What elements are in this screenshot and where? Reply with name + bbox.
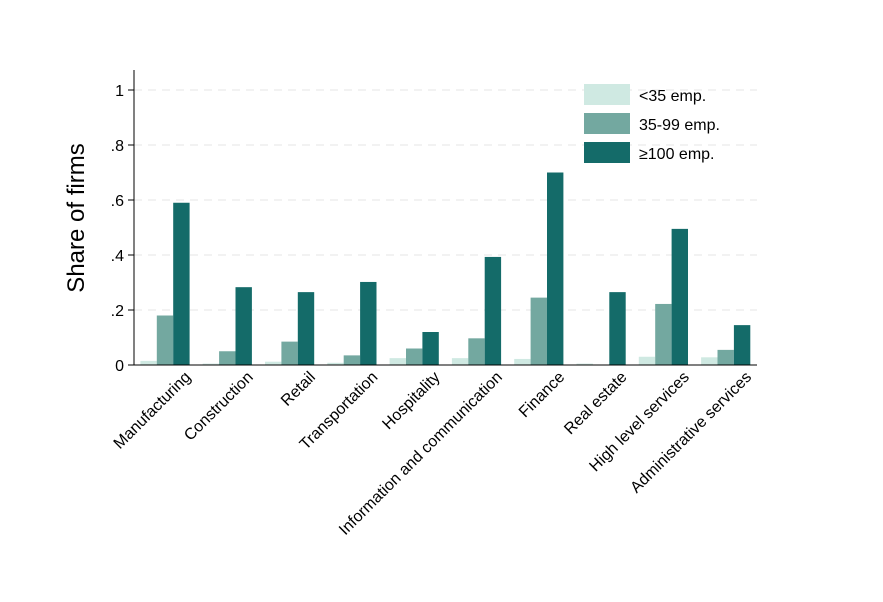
x-category-label: Manufacturing (111, 369, 195, 453)
bar (514, 358, 531, 365)
legend: <35 emp. 35-99 emp. ≥100 emp. (584, 84, 720, 163)
y-axis-title: Share of firms (63, 143, 90, 292)
bar (265, 361, 282, 365)
bar (733, 325, 751, 365)
legend-swatch (584, 84, 630, 105)
bar (219, 351, 236, 365)
y-tick-label: 0 (115, 358, 124, 375)
bar (343, 355, 361, 365)
y-tick-label: .2 (111, 303, 124, 320)
bar (173, 202, 190, 365)
legend-swatch (584, 142, 630, 163)
bar (530, 297, 547, 365)
y-tick-label: .8 (111, 138, 124, 155)
bar (327, 362, 344, 365)
bar (547, 172, 564, 365)
bar (156, 315, 174, 365)
legend-label: 35-99 emp. (639, 117, 720, 134)
legend-swatch (584, 113, 630, 134)
y-ticks: 0 .2 .4 .6 .8 1 (111, 83, 134, 375)
bar (468, 338, 485, 365)
bar (389, 358, 406, 365)
gridlines (134, 89, 757, 311)
x-category-label: Finance (516, 369, 568, 421)
bar (297, 292, 315, 365)
bar (655, 303, 672, 365)
legend-label: <35 emp. (639, 88, 706, 105)
x-category-label: Real estate (561, 369, 630, 438)
x-category-label: Hospitality (379, 369, 443, 433)
bars (140, 172, 751, 365)
legend-label: ≥100 emp. (639, 146, 715, 163)
bar (671, 228, 688, 365)
bar (360, 281, 377, 365)
bar (422, 332, 439, 365)
bar (638, 356, 656, 365)
bar (484, 256, 502, 365)
y-tick-label: 1 (115, 83, 124, 100)
y-tick-label: .4 (111, 248, 124, 265)
bar (717, 349, 734, 365)
bar (451, 358, 469, 365)
x-category-label: Administrative services (627, 369, 755, 497)
bar (281, 341, 298, 365)
axes (133, 70, 757, 366)
bar (235, 287, 252, 365)
bar (202, 363, 220, 365)
bar (609, 292, 626, 365)
bar (140, 360, 157, 365)
y-tick-label: .6 (111, 193, 124, 210)
bar (701, 357, 718, 365)
x-category-label: Retail (278, 369, 319, 410)
bar (576, 363, 593, 365)
bar (406, 348, 423, 365)
